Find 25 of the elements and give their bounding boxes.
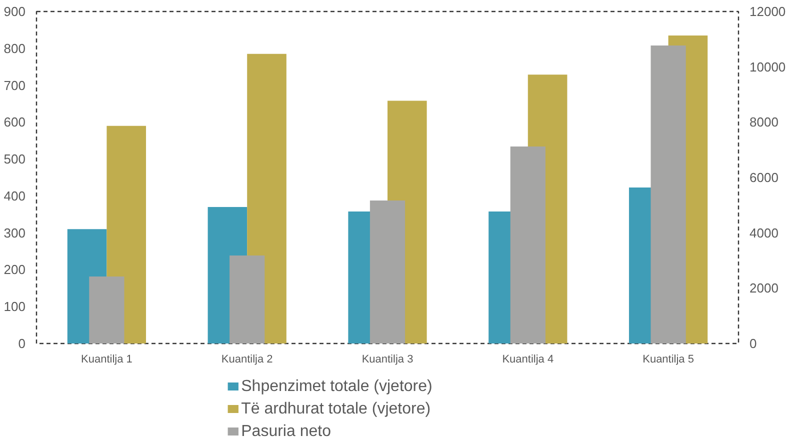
y-tick-label: 400: [4, 188, 26, 204]
y2-tick-label: 4000: [750, 225, 778, 240]
y2-tick-label: 0: [750, 336, 757, 351]
y2-tick-label: 6000: [750, 170, 778, 185]
y-tick-label: 700: [4, 78, 26, 93]
y-tick-label: 600: [4, 114, 26, 130]
y-tick-label: 100: [4, 299, 26, 314]
y-tick-label: 500: [4, 152, 26, 167]
x-tick-label: Kuantilja 5: [642, 354, 694, 366]
y-tick-label: 200: [4, 262, 26, 278]
y2-tick-label: 10000: [750, 59, 786, 74]
x-tick-label: Kuantilja 2: [221, 354, 273, 366]
y2-tick-label: 12000: [750, 4, 786, 19]
legend-label: Shpenzimet totale (vjetore): [241, 378, 432, 395]
y-tick-label: 300: [4, 225, 26, 240]
y-tick-label: 800: [4, 40, 26, 56]
x-tick-label: Kuantilja 1: [81, 354, 132, 366]
y2-tick-label: 2000: [750, 280, 778, 296]
legend-label: Pasuria neto: [241, 423, 332, 440]
legend-label: Të ardhurat totale (vjetore): [241, 400, 431, 418]
y-tick-label: 0: [18, 336, 26, 351]
x-tick-label: Kuantilja 4: [502, 354, 554, 366]
x-tick-label: Kuantilja 3: [362, 354, 414, 366]
y2-tick-label: 8000: [750, 114, 778, 130]
y-tick-label: 900: [4, 4, 26, 19]
